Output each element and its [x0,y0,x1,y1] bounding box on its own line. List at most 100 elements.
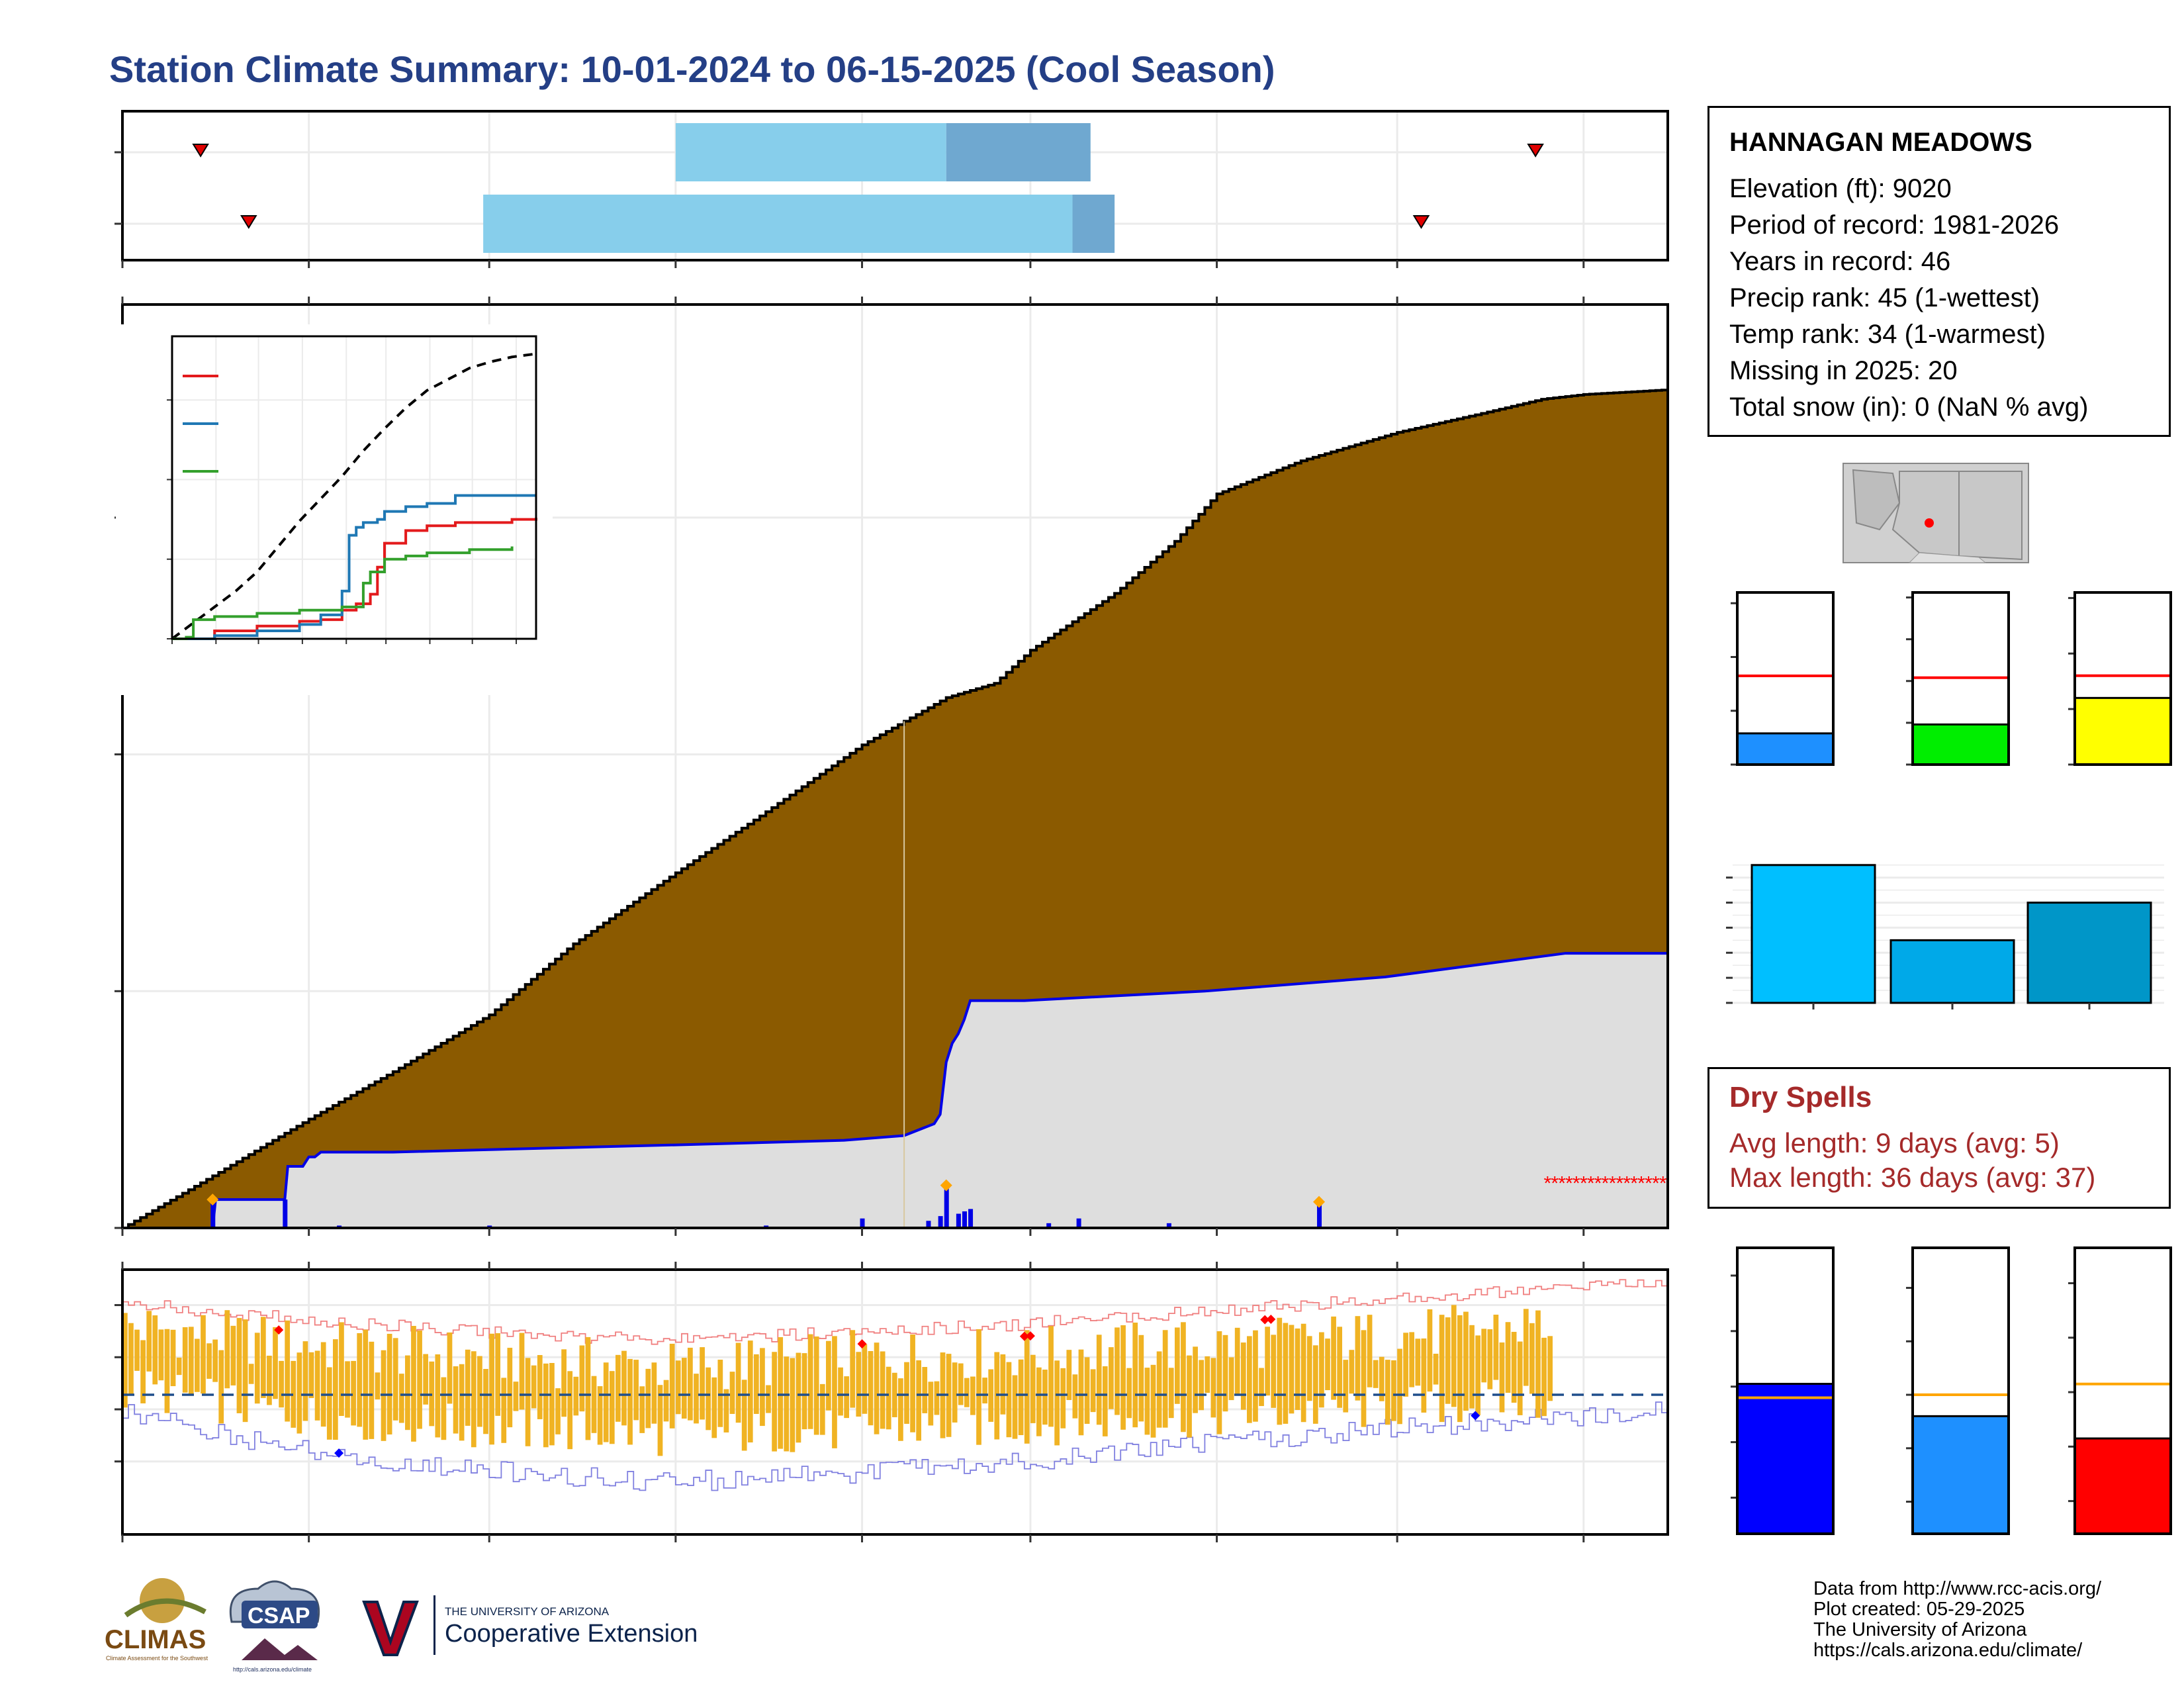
timing-bar-25-50-2025 [483,195,1073,253]
temp-daily-bar [760,1348,765,1427]
temp-daily-bar [705,1367,711,1430]
temp-record-low-line [122,1401,1668,1491]
temp-daily-bar [868,1350,874,1426]
temp-daily-bar [1457,1315,1463,1423]
temp-daily-bar [164,1329,170,1413]
temp-daily-bar [844,1376,849,1419]
temp-daily-bar [1060,1368,1066,1429]
temp-daily-bar [1216,1331,1222,1434]
temp-daily-bar [1120,1325,1126,1430]
temp-daily-bar [717,1360,723,1427]
temp-daily-bar [1445,1317,1451,1404]
cum-daily-bar [944,1185,949,1228]
temp_tmean-bar [1911,1415,2010,1535]
temp-daily-bar [170,1329,176,1387]
temp-daily-bar [579,1345,585,1412]
university-of-arizona-logo: THE UNIVERSITY OF ARIZONA Cooperative Ex… [362,1595,698,1656]
temp-daily-bar [1289,1325,1295,1414]
temp-daily-bar [1481,1329,1487,1383]
temp-daily-bar [387,1333,392,1434]
temp-daily-bar [633,1360,639,1421]
temp-daily-bar [314,1350,320,1421]
station-snow: Total snow (in): 0 (NaN % avg) [1729,393,2089,422]
temp-daily-bar [681,1358,687,1419]
temp-daily-bar [320,1342,326,1427]
temp-daily-bar [1259,1368,1264,1407]
temp-daily-bar [248,1364,254,1384]
temp-daily-bar [326,1367,332,1440]
temp-daily-bar [1535,1310,1541,1418]
temp-daily-bar [1306,1336,1312,1401]
temp-daily-bar [513,1382,519,1411]
timing-last-marker [1412,215,1430,229]
temp-daily-bar [615,1354,621,1422]
temp-daily-bar [982,1378,987,1404]
temp-daily-bar [753,1354,759,1414]
csap-logo: CSAP http://cals.arizona.edu/climate [229,1580,320,1673]
temp-daily-bar [471,1351,477,1448]
cum-2025-line [122,952,1668,1229]
temp-daily-bar [1312,1345,1318,1424]
temp-daily-bar [1024,1330,1030,1444]
station-elevation: Elevation (ft): 9020 [1729,174,1952,203]
temp-daily-bar [1361,1330,1367,1427]
temp-daily-bar [537,1355,543,1419]
temp-daily-bar [291,1360,296,1428]
temp-daily-bar [819,1383,825,1435]
temp-daily-bar [1415,1338,1421,1386]
temp-frame [121,1268,1669,1536]
daily-temps-chart [114,1262,1669,1542]
temp-daily-bar [285,1320,291,1422]
temp-daily-bar [1222,1335,1228,1412]
temp-daily-bar [332,1339,338,1440]
temp-daily-bar [273,1327,278,1399]
temp-daily-bar [555,1388,561,1434]
temp-daily-bar [363,1329,369,1440]
cum-missing-marker: * [1637,1172,1645,1194]
timing-bar-25-50-Avg [675,123,946,181]
temp-daily-bar [357,1333,363,1427]
temp-daily-bar [838,1367,843,1416]
temp-daily-bar [375,1372,381,1400]
temp-daily-bar [1078,1349,1084,1436]
temp-daily-bar [567,1371,573,1450]
events-bar-heavy [2026,902,2152,1004]
cum-missing-marker: * [1558,1172,1566,1194]
bars_intensity-bar [2073,696,2172,766]
temp-daily-bar [1421,1338,1427,1413]
temp-daily-bar [801,1353,807,1430]
temp-daily-bar [826,1340,831,1411]
temp-daily-bar [507,1348,513,1428]
temp-daily-bar [351,1360,356,1426]
temp-daily-bar [549,1362,555,1446]
temp-daily-bar [146,1311,152,1372]
temp-daily-bar [1084,1357,1090,1424]
temp-daily-bar [790,1358,796,1452]
temp-daily-bar [988,1369,994,1422]
cum-missing-marker: * [1623,1172,1631,1194]
temp-daily-bar [501,1378,507,1443]
temp-daily-bar [675,1360,681,1415]
temp-daily-bar [1517,1341,1523,1415]
temp-daily-bar [1499,1342,1505,1413]
precip-events-chart [1726,863,2164,1009]
temp-daily-bar [772,1352,777,1452]
temp-daily-bar [934,1381,940,1415]
temp-daily-bar [627,1358,633,1445]
footer-plot-created: Plot created: 05-29-2025 [1813,1599,2025,1620]
temp-daily-bar [952,1362,958,1423]
temp-daily-bar [880,1351,886,1429]
temp-daily-bar [1096,1335,1102,1425]
temp-daily-bar [813,1336,819,1435]
cum-missing-marker: * [1572,1172,1580,1194]
temp-daily-bar [242,1319,248,1423]
temp-daily-bar [1529,1323,1535,1394]
temp-daily-bar [1072,1374,1078,1419]
temp-daily-bar [1397,1348,1402,1425]
map-state-new-mexico [1958,471,2023,561]
temp-daily-bar [459,1364,465,1441]
temp_tmin-bar [1736,1383,1835,1535]
inset-series-2025 [172,546,514,640]
temp-daily-bar [1126,1368,1132,1419]
csap-logo-text: CSAP [248,1603,310,1628]
